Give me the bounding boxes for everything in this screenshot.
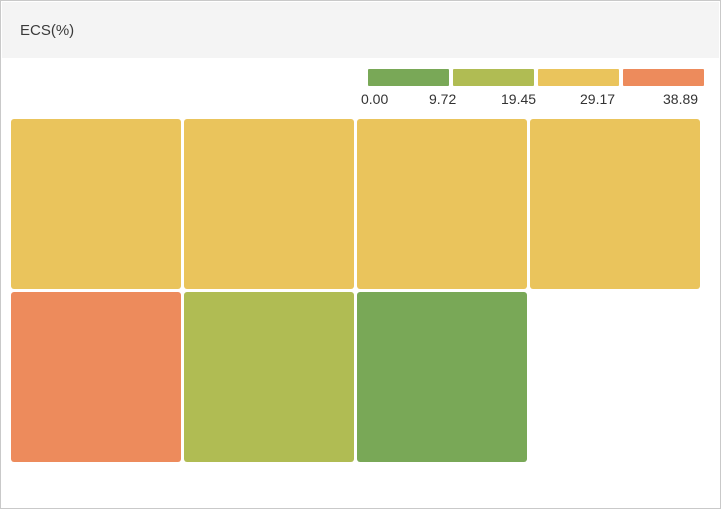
heatmap-cell[interactable] <box>11 292 181 462</box>
legend-tick-label: 38.89 <box>663 91 699 107</box>
legend-tick-label: 19.45 <box>501 91 537 107</box>
heatmap-cell[interactable] <box>357 119 527 289</box>
legend-swatch-1 <box>368 69 449 86</box>
panel-title: ECS(%) <box>20 22 75 39</box>
legend-tick-label: 29.17 <box>580 91 616 107</box>
legend-swatch-4 <box>623 69 704 86</box>
legend-tick-label: 9.72 <box>429 91 457 107</box>
legend-tick-label: 0.00 <box>361 91 389 107</box>
heatmap-cell[interactable] <box>357 292 527 462</box>
heatmap-cell[interactable] <box>184 292 354 462</box>
color-legend: 0.00 9.72 19.45 29.17 38.89 <box>0 0 721 115</box>
heatmap-cell[interactable] <box>530 119 700 289</box>
heatmap-cell[interactable] <box>11 119 181 289</box>
panel-header: ECS(%) <box>2 2 719 58</box>
legend-swatch-3 <box>538 69 619 86</box>
heatmap-cell[interactable] <box>184 119 354 289</box>
legend-swatch-2 <box>453 69 534 86</box>
